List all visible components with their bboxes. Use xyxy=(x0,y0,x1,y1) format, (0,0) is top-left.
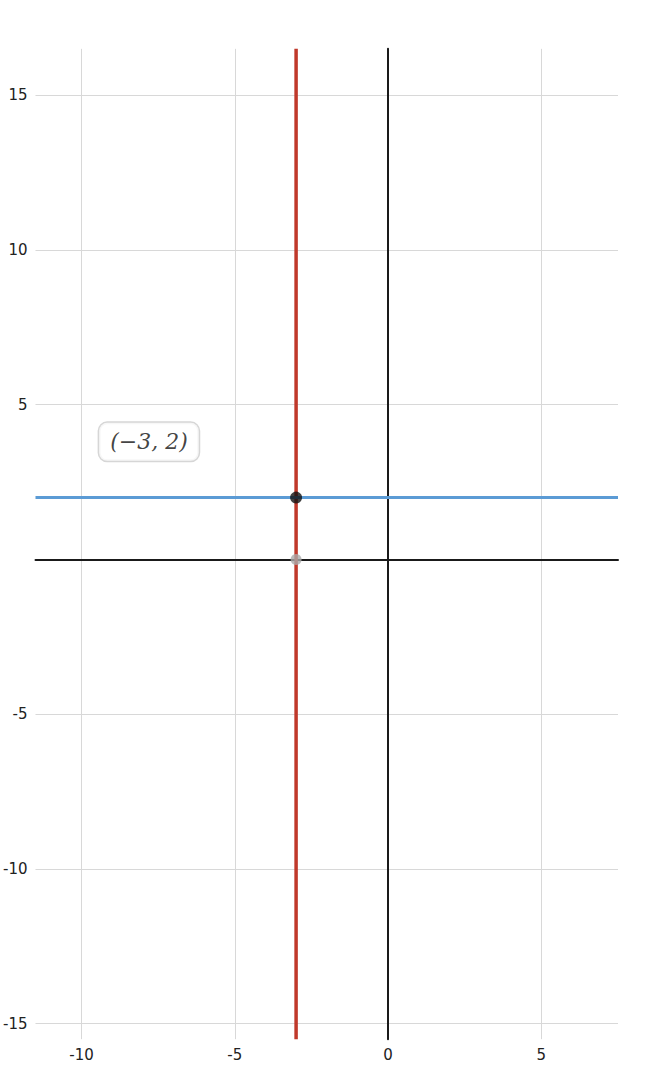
svg-text:-10: -10 xyxy=(3,860,28,878)
svg-text:10: 10 xyxy=(8,241,27,259)
svg-text:-15: -15 xyxy=(3,1015,28,1033)
svg-text:0: 0 xyxy=(383,1046,393,1064)
svg-text:5: 5 xyxy=(537,1046,547,1064)
svg-text:5: 5 xyxy=(18,396,28,414)
svg-text:(−3, 2): (−3, 2) xyxy=(110,429,188,454)
svg-text:15: 15 xyxy=(8,86,27,104)
svg-text:-5: -5 xyxy=(13,705,28,723)
svg-text:-10: -10 xyxy=(69,1046,94,1064)
svg-text:-5: -5 xyxy=(227,1046,242,1064)
